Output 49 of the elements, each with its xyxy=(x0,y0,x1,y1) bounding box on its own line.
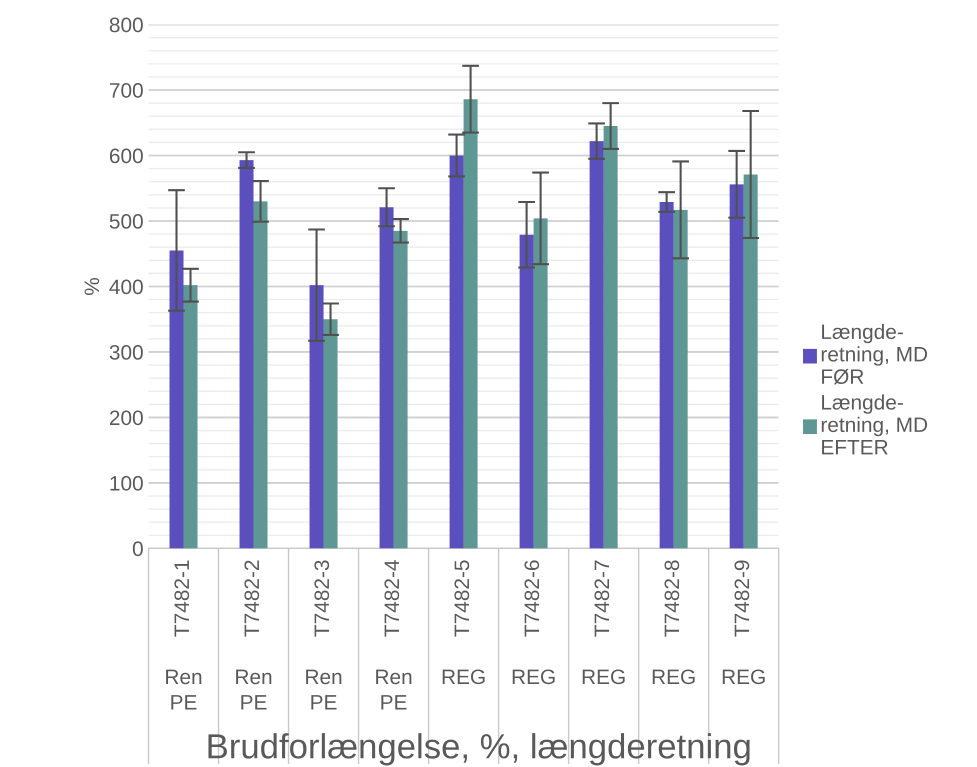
bar xyxy=(170,250,184,548)
bar xyxy=(534,218,548,548)
legend-label: Længde-retning, MD FØR xyxy=(822,324,928,384)
x-tick-label: T7482-3 xyxy=(314,560,330,637)
bar xyxy=(184,285,198,548)
x-tick-label: T7482-9 xyxy=(734,560,750,637)
text: REG xyxy=(582,669,625,684)
y-tick-label: 0 xyxy=(132,541,143,556)
text: REG xyxy=(512,669,555,684)
x-tick-label: T7482-2 xyxy=(244,560,260,637)
bar xyxy=(730,184,744,548)
text: Ren PE xyxy=(306,670,342,710)
bar xyxy=(240,160,254,548)
bar xyxy=(660,202,674,548)
text: Ren PE xyxy=(236,670,272,710)
bar xyxy=(450,156,464,548)
x-tick-label: T7482-1 xyxy=(174,560,190,637)
bar xyxy=(674,210,688,548)
x-tick-label: T7482-6 xyxy=(524,560,540,637)
bar xyxy=(744,174,758,548)
y-tick-label: 100 xyxy=(110,476,143,491)
text: REG xyxy=(652,669,695,684)
y-tick-label: 800 xyxy=(110,18,143,32)
bar xyxy=(604,126,618,548)
x-tick-label: T7482-4 xyxy=(384,560,400,637)
y-tick-label: 700 xyxy=(110,83,143,98)
bar xyxy=(254,201,268,548)
legend-label: Længde-retning, MD EFTER xyxy=(822,394,928,454)
y-tick-label: 200 xyxy=(110,410,143,426)
text: Brudforlængelse, %, længderetning xyxy=(208,733,750,766)
text: Ren PE xyxy=(166,670,202,710)
y-tick-label: 600 xyxy=(110,148,143,164)
y-tick-label: 500 xyxy=(110,214,143,229)
bar xyxy=(394,230,408,548)
bar xyxy=(380,207,394,548)
text: Ren PE xyxy=(376,670,412,710)
x-tick-label: T7482-8 xyxy=(664,560,680,637)
y-axis-title: % xyxy=(84,278,100,295)
text: REG xyxy=(722,669,765,684)
x-tick-label: T7482-7 xyxy=(594,560,610,637)
bar xyxy=(324,319,338,548)
text: REG xyxy=(442,669,485,684)
bar xyxy=(590,141,604,548)
bar xyxy=(310,285,324,548)
bar xyxy=(520,234,534,548)
bar xyxy=(464,99,478,548)
y-tick-label: 300 xyxy=(110,344,143,360)
x-tick-label: T7482-5 xyxy=(454,560,470,637)
y-tick-label: 400 xyxy=(109,279,143,294)
